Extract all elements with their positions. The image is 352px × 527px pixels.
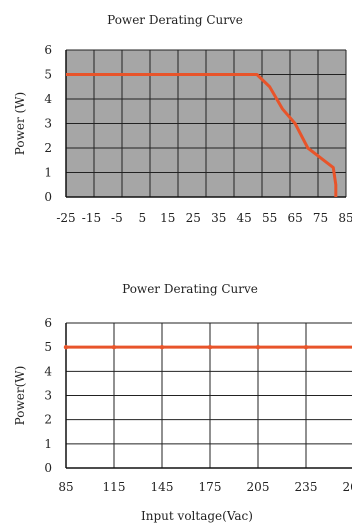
x-tick-label: 45	[237, 211, 252, 225]
y-tick-label: 4	[44, 92, 52, 106]
x-tick-label: 15	[160, 211, 175, 225]
y-axis-label: Power (W)	[13, 92, 27, 155]
series-line	[66, 73, 338, 197]
x-tick-label: -5	[111, 211, 123, 225]
x-tick-label: 175	[199, 480, 222, 494]
y-tick-label: 6	[44, 316, 52, 330]
x-tick-label: 75	[313, 211, 328, 225]
x-tick-label: 5	[139, 211, 147, 225]
y-tick-label: 3	[44, 117, 52, 131]
y-tick-label: 1	[44, 437, 52, 451]
x-tick-label: 65	[287, 211, 302, 225]
x-tick-label: 55	[262, 211, 277, 225]
data-point	[207, 344, 213, 350]
chart-title: Power Derating Curve	[122, 282, 258, 296]
y-tick-label: 1	[44, 166, 52, 180]
x-tick-label: 265	[343, 480, 352, 494]
x-tick-label: 85	[58, 480, 73, 494]
y-tick-label: 5	[44, 68, 52, 82]
data-point	[63, 344, 69, 350]
data-point	[111, 344, 117, 350]
data-point	[303, 344, 309, 350]
voltage-derating-chart: Power Derating Curve 0 1 2 3 4 5 6 85 115 145 175 20…	[13, 282, 352, 523]
y-tick-label: 2	[44, 413, 52, 427]
data-point	[255, 344, 261, 350]
y-tick-label: 5	[44, 340, 52, 354]
x-tick-label: 235	[295, 480, 318, 494]
y-tick-label: 3	[44, 389, 52, 403]
x-tick-label: 25	[186, 211, 201, 225]
y-tick-label: 0	[44, 190, 52, 204]
chart-title: Power Derating Curve	[107, 13, 243, 27]
y-tick-label: 0	[44, 461, 52, 475]
x-tick-label: 85	[338, 211, 352, 225]
x-tick-label: 115	[103, 480, 126, 494]
x-axis-label: Input voltage(Vac)	[141, 509, 253, 523]
x-tick-label: -25	[56, 211, 75, 225]
y-tick-label: 6	[44, 43, 52, 57]
y-tick-label: 2	[44, 141, 52, 155]
y-tick-label: 4	[44, 364, 52, 378]
y-axis-label: Power(W)	[13, 366, 27, 426]
x-tick-label: 35	[211, 211, 226, 225]
x-tick-label: -15	[82, 211, 101, 225]
x-tick-label: 205	[247, 480, 270, 494]
data-point	[159, 344, 165, 350]
x-tick-label: 145	[151, 480, 174, 494]
